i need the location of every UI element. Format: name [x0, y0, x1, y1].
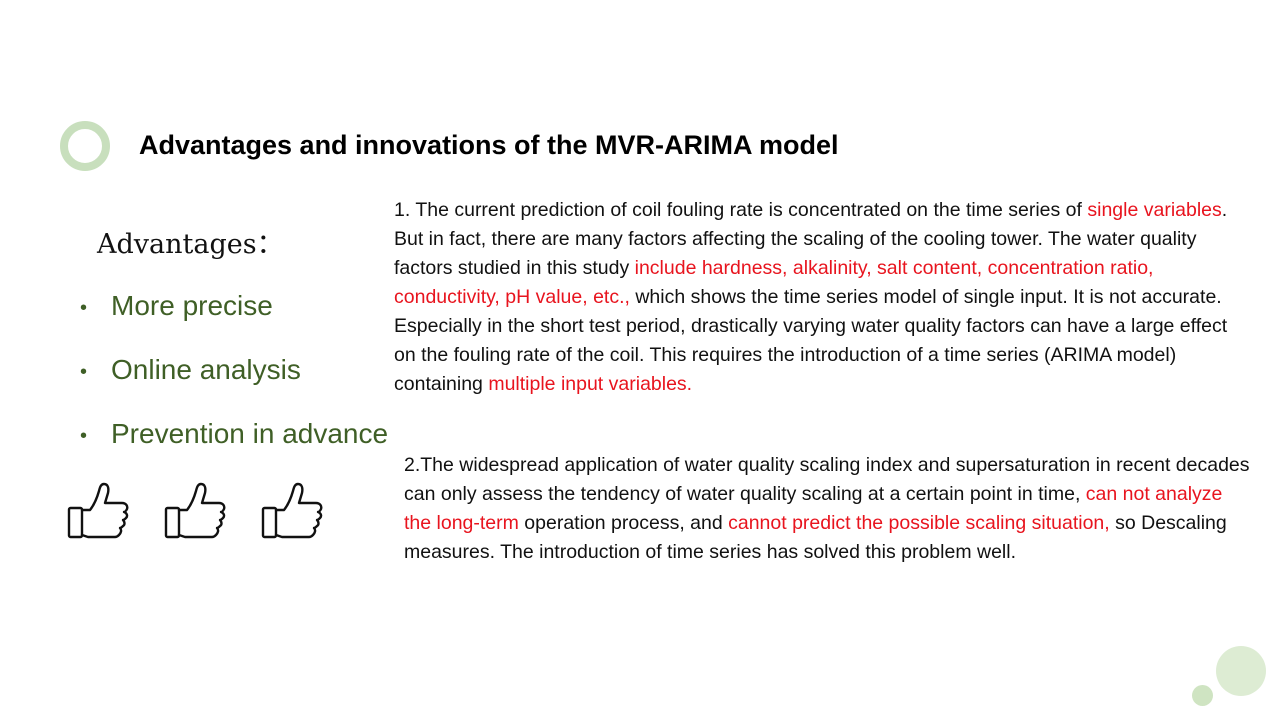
paragraph-emphasis: can not analyze the long-term	[404, 483, 1223, 534]
paragraph-emphasis: include hardness, alkalinity, salt conte…	[394, 257, 1154, 308]
decorative-circle-large	[1216, 646, 1266, 696]
thumbs-up-icon	[67, 482, 129, 539]
advantages-list: • More precise • Online analysis • Preve…	[80, 286, 388, 478]
paragraph-text: so Descaling measures. The introduction …	[404, 512, 1227, 563]
advantage-label: Online analysis	[111, 354, 301, 385]
thumbs-up-icon	[261, 482, 323, 539]
paragraph-emphasis: cannot predict the possible scaling situ…	[728, 512, 1110, 534]
advantage-item-online: • Online analysis	[80, 350, 388, 414]
thumbs-row	[66, 481, 357, 541]
slide-title: Advantages and innovations of the MVR-AR…	[139, 130, 839, 160]
bullet-icon: •	[80, 425, 88, 447]
paragraph-single-variable-limitation: 1. The current prediction of coil foulin…	[394, 196, 1254, 399]
decorative-circle-small	[1192, 685, 1213, 706]
bullet-icon: •	[80, 297, 88, 319]
thumbs-up-icon	[164, 482, 226, 539]
paragraph-emphasis: single variables	[1087, 199, 1222, 221]
paragraph-scaling-index-limitation: 2.The widespread application of water qu…	[404, 451, 1254, 567]
advantages-heading: Advantages：	[97, 229, 284, 260]
advantage-item-precise: • More precise	[80, 286, 388, 350]
paragraph-text: operation process, and	[518, 512, 729, 534]
bullet-icon: •	[80, 361, 88, 383]
advantage-label: Prevention in advance	[111, 418, 389, 449]
title-ring-icon	[60, 121, 110, 171]
paragraph-emphasis: multiple input variables.	[488, 373, 693, 395]
paragraph-text: 1. The current prediction of coil foulin…	[394, 199, 1088, 221]
advantage-item-prevention: • Prevention in advance	[80, 414, 388, 478]
paragraph-text: which shows the time series model of sin…	[394, 286, 1228, 395]
paragraph-text: . But in fact, there are many factors af…	[394, 199, 1228, 279]
advantage-label: More precise	[111, 290, 273, 321]
paragraph-text: 2.The widespread application of water qu…	[404, 454, 1250, 505]
